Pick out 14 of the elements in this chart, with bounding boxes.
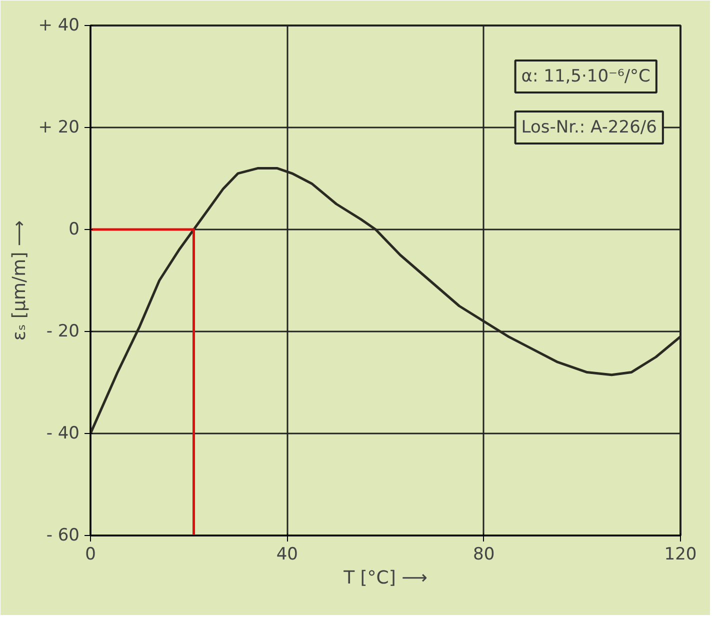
y-tick-label: + 40 [38, 16, 80, 36]
y-tick-label: - 40 [46, 424, 80, 444]
x-tick-label: 40 [276, 544, 298, 564]
y-tick-label: - 20 [46, 322, 80, 342]
annotation: Los-Nr.: A-226/6 [521, 118, 657, 138]
y-tick-label: 0 [68, 220, 80, 240]
x-tick-label: 80 [473, 544, 495, 564]
x-tick-label: 0 [85, 544, 96, 564]
y-tick-label: + 20 [38, 118, 80, 138]
x-tick-label: 120 [664, 544, 697, 564]
annotation: α: 11,5·10⁻⁶/°C [521, 66, 650, 86]
y-tick-label: - 60 [46, 526, 80, 546]
y-axis-title: εₛ [µm/m] ⟶ [9, 220, 30, 341]
x-axis-title: T [°C] ⟶ [342, 568, 428, 588]
